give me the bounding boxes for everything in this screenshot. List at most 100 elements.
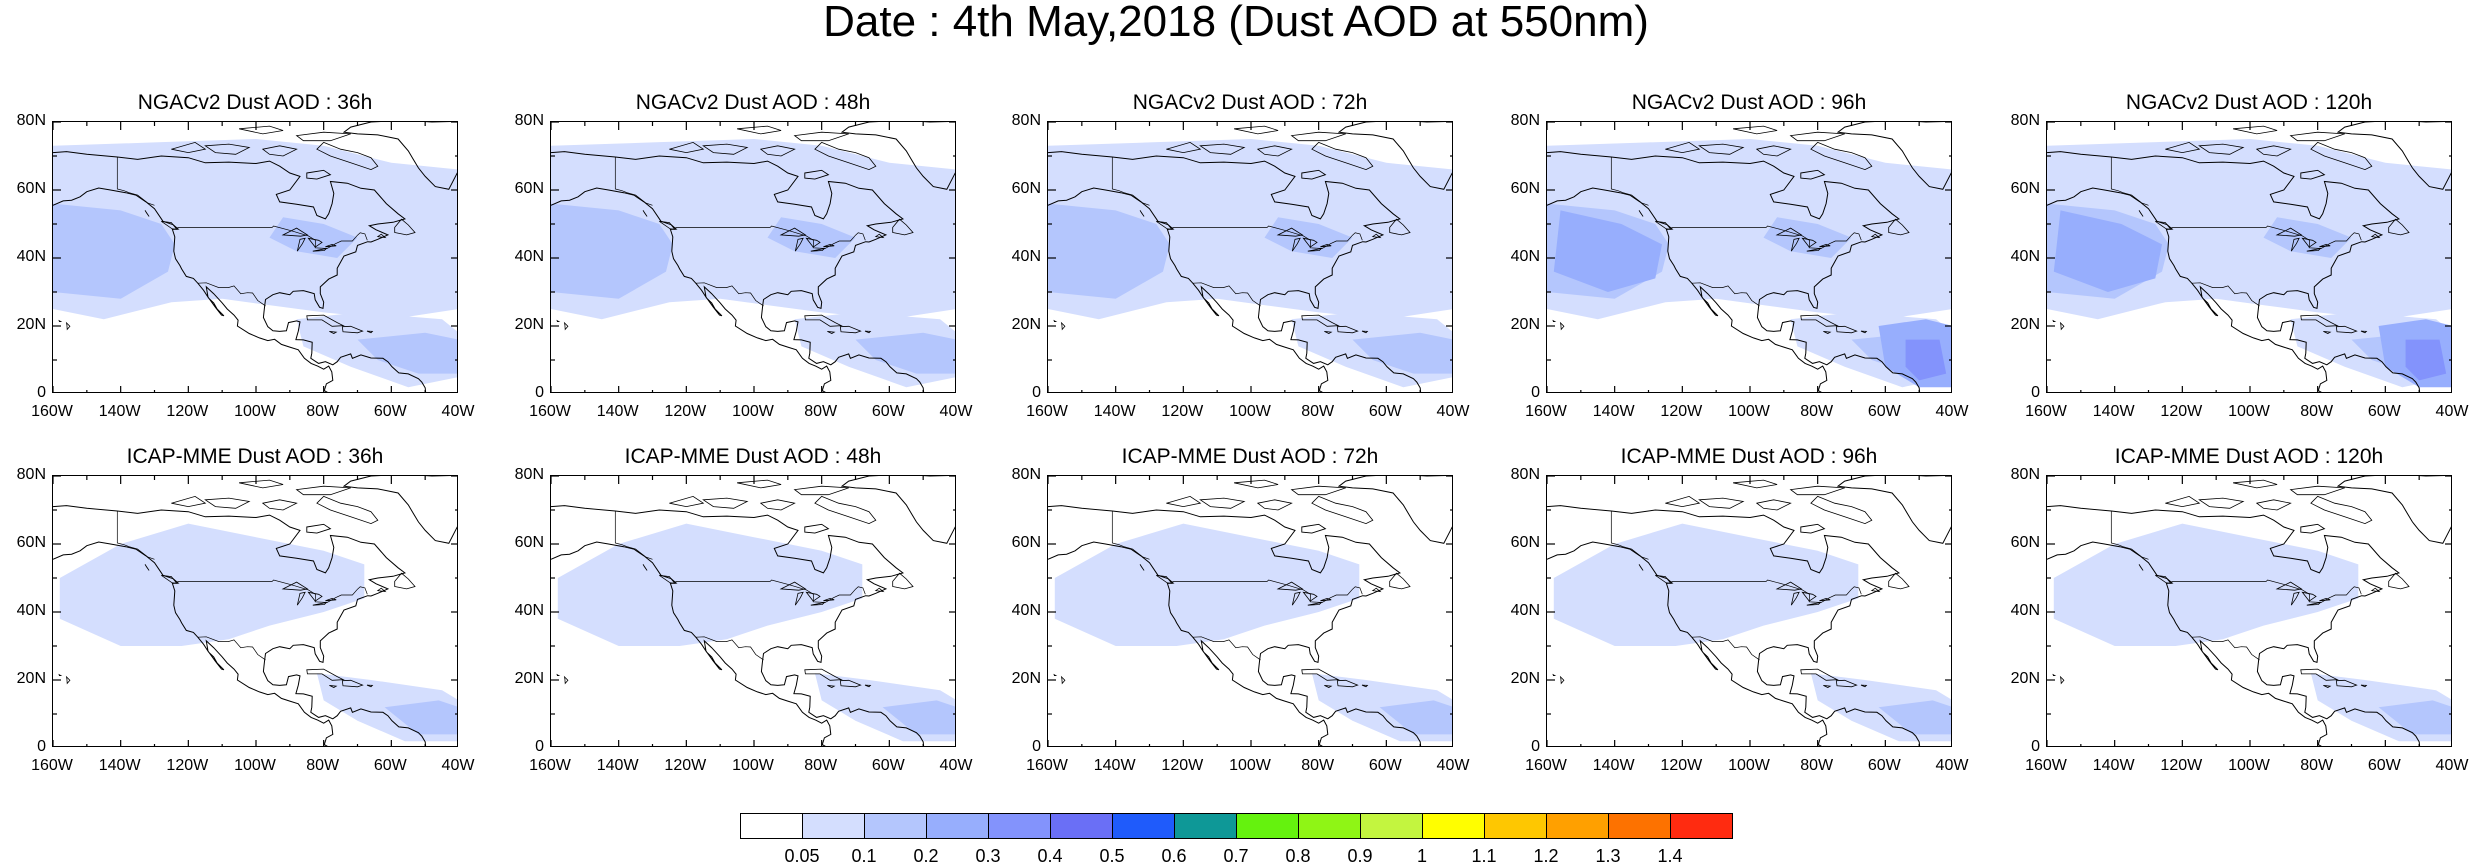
latitude-tick-label: 60N xyxy=(1011,180,1041,197)
latitude-tick-label: 0 xyxy=(1032,384,1041,401)
latitude-tick-label: 0 xyxy=(535,738,544,755)
colorbar-label: 0.05 xyxy=(784,846,820,866)
longitude-tick-label: 80W xyxy=(2300,757,2334,774)
latitude-tick-label: 40N xyxy=(514,248,544,265)
latitude-tick-label: 60N xyxy=(16,180,46,197)
longitude-tick-label: 80W xyxy=(306,757,340,774)
dust-aod-region xyxy=(1905,339,1947,381)
dust-aod-region xyxy=(1054,523,1360,646)
colorbar-swatch xyxy=(988,813,1051,839)
longitude-tick-label: 80W xyxy=(2300,403,2334,420)
latitude-tick-label: 0 xyxy=(2031,738,2040,755)
latitude-tick-label: 0 xyxy=(1531,384,1540,401)
longitude-tick-label: 100W xyxy=(234,403,276,420)
colorbar-label: 0.5 xyxy=(1099,846,1125,866)
colorbar-label: 0.3 xyxy=(975,846,1001,866)
dust-aod-region xyxy=(2053,523,2359,646)
colorbar-swatch xyxy=(1298,813,1361,839)
longitude-tick-label: 160W xyxy=(31,757,73,774)
latitude-tick-label: 40N xyxy=(2010,602,2040,619)
panel-title: ICAP-MME Dust AOD : 36h xyxy=(126,445,384,468)
longitude-tick-label: 120W xyxy=(2160,403,2203,420)
latitude-tick-label: 80N xyxy=(1510,466,1540,483)
longitude-tick-label: 160W xyxy=(31,403,73,420)
latitude-tick-label: 80N xyxy=(514,112,544,129)
longitude-tick-label: 140W xyxy=(2092,757,2135,774)
map-panel xyxy=(1546,475,1952,747)
longitude-tick-label: 40W xyxy=(1436,757,1470,774)
colorbar-swatch xyxy=(1112,813,1175,839)
latitude-tick-label: 0 xyxy=(535,384,544,401)
longitude-tick-label: 40W xyxy=(939,403,973,420)
latitude-tick-label: 0 xyxy=(1032,738,1041,755)
latitude-tick-label: 80N xyxy=(2010,466,2040,483)
latitude-tick-label: 0 xyxy=(37,738,46,755)
colorbar-swatch xyxy=(1546,813,1609,839)
latitude-tick-label: 60N xyxy=(1011,534,1041,551)
map-panel xyxy=(52,475,458,747)
coastline xyxy=(53,122,457,392)
longitude-tick-label: 100W xyxy=(1229,757,1271,774)
colorbar-label: 1.1 xyxy=(1471,846,1497,866)
panel-title: NGACv2 Dust AOD : 96h xyxy=(1631,91,1867,114)
dust-aod-region xyxy=(551,203,673,299)
dust-aod-region xyxy=(767,217,856,258)
political-borders xyxy=(614,511,866,661)
colorbar-label: 1.4 xyxy=(1657,846,1683,866)
longitude-tick-label: 120W xyxy=(1161,403,1204,420)
longitude-tick-label: 80W xyxy=(804,403,838,420)
latitude-tick-label: 20N xyxy=(2010,670,2040,687)
longitude-tick-label: 40W xyxy=(939,757,973,774)
colorbar-swatch xyxy=(802,813,865,839)
latitude-tick-label: 60N xyxy=(2010,180,2040,197)
longitude-tick-label: 60W xyxy=(1867,757,1901,774)
longitude-tick-label: 140W xyxy=(1592,757,1635,774)
longitude-tick-label: 40W xyxy=(441,757,475,774)
latitude-tick-label: 40N xyxy=(16,248,46,265)
longitude-tick-label: 140W xyxy=(1093,757,1136,774)
dust-aod-region xyxy=(1048,203,1170,299)
latitude-tick-label: 0 xyxy=(37,384,46,401)
longitude-tick-label: 100W xyxy=(1229,403,1271,420)
longitude-tick-label: 160W xyxy=(1026,403,1068,420)
colorbar-swatch xyxy=(926,813,989,839)
longitude-tick-label: 120W xyxy=(1161,757,1204,774)
dust-aod-region xyxy=(357,332,457,374)
map-panel xyxy=(550,475,956,747)
longitude-tick-label: 140W xyxy=(596,403,639,420)
longitude-tick-label: 160W xyxy=(529,403,571,420)
map-panel xyxy=(1546,121,1952,393)
latitude-tick-label: 40N xyxy=(2010,248,2040,265)
colorbar-label: 0.6 xyxy=(1161,846,1187,866)
longitude-tick-label: 40W xyxy=(1436,403,1470,420)
latitude-tick-label: 60N xyxy=(2010,534,2040,551)
longitude-tick-label: 140W xyxy=(1592,403,1635,420)
map-panel xyxy=(2046,121,2452,393)
colorbar-swatch xyxy=(1608,813,1671,839)
latitude-tick-label: 60N xyxy=(514,534,544,551)
latitude-tick-label: 80N xyxy=(1011,112,1041,129)
longitude-tick-label: 60W xyxy=(373,403,407,420)
longitude-tick-label: 100W xyxy=(732,403,774,420)
latitude-tick-label: 80N xyxy=(2010,112,2040,129)
longitude-tick-label: 40W xyxy=(441,403,475,420)
dust-aod-region xyxy=(1553,523,1859,646)
colorbar-swatch xyxy=(1174,813,1237,839)
latitude-tick-label: 80N xyxy=(16,466,46,483)
political-borders xyxy=(1610,511,1862,661)
political-borders xyxy=(116,511,368,661)
panel-title: NGACv2 Dust AOD : 48h xyxy=(635,91,871,114)
colorbar-label: 1.2 xyxy=(1533,846,1559,866)
longitude-tick-label: 120W xyxy=(664,757,707,774)
longitude-tick-label: 140W xyxy=(2092,403,2135,420)
latitude-tick-label: 40N xyxy=(1011,602,1041,619)
longitude-tick-label: 40W xyxy=(2435,757,2469,774)
longitude-tick-label: 160W xyxy=(1525,403,1567,420)
latitude-tick-label: 20N xyxy=(1011,316,1041,333)
panel-title: ICAP-MME Dust AOD : 72h xyxy=(1121,445,1379,468)
longitude-tick-label: 80W xyxy=(306,403,340,420)
longitude-tick-label: 80W xyxy=(804,757,838,774)
latitude-tick-label: 20N xyxy=(514,316,544,333)
longitude-tick-label: 120W xyxy=(166,403,209,420)
dust-aod-region xyxy=(269,217,358,258)
